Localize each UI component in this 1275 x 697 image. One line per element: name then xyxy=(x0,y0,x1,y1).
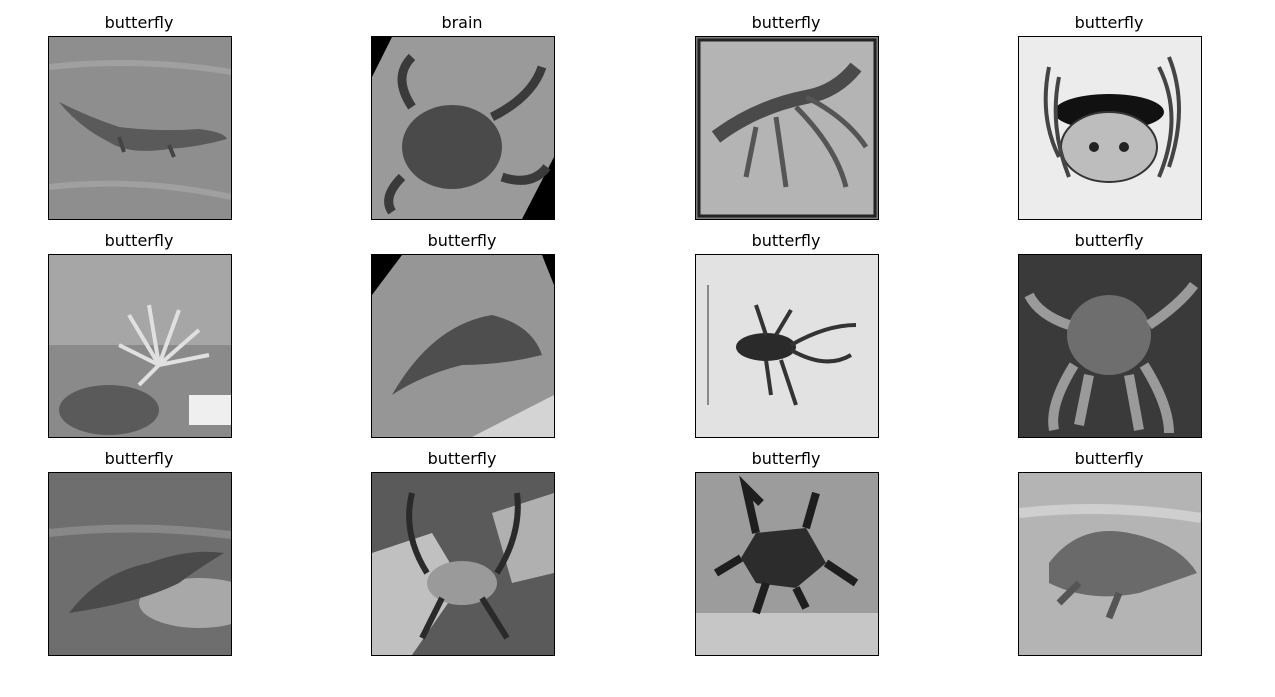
panel-title-9: butterfly xyxy=(104,449,174,468)
image-panel-2 xyxy=(371,36,555,220)
image-panel-4 xyxy=(1018,36,1202,220)
panel-title-1: butterfly xyxy=(104,13,174,32)
panel-title-4: butterfly xyxy=(1074,13,1144,32)
crocodile-on-rock-image xyxy=(49,473,231,655)
sea-anemone-image xyxy=(49,255,231,437)
crab-on-rocks-image xyxy=(372,473,554,655)
image-panel-8 xyxy=(1018,254,1202,438)
crayfish-on-paper-image xyxy=(696,255,878,437)
crab-rotated-image xyxy=(372,37,554,219)
image-panel-9 xyxy=(48,472,232,656)
crocodile-on-sand-image xyxy=(1019,473,1201,655)
crab-dark-background-image xyxy=(1019,255,1201,437)
crocodile-in-water-image xyxy=(49,37,231,219)
image-panel-11 xyxy=(695,472,879,656)
panel-title-12: butterfly xyxy=(1074,449,1144,468)
image-panel-6 xyxy=(371,254,555,438)
panel-title-11: butterfly xyxy=(751,449,821,468)
crab-sketch-image xyxy=(1019,37,1201,219)
panel-title-6: butterfly xyxy=(427,231,497,250)
panel-title-2: brain xyxy=(441,13,483,32)
panel-title-10: butterfly xyxy=(427,449,497,468)
image-panel-1 xyxy=(48,36,232,220)
image-panel-3 xyxy=(695,36,879,220)
panel-title-8: butterfly xyxy=(1074,231,1144,250)
panel-title-7: butterfly xyxy=(751,231,821,250)
image-panel-7 xyxy=(695,254,879,438)
origami-crab-image xyxy=(696,473,878,655)
panel-title-5: butterfly xyxy=(104,231,174,250)
image-panel-5 xyxy=(48,254,232,438)
panel-title-3: butterfly xyxy=(751,13,821,32)
crayfish-in-frame-image xyxy=(696,37,878,219)
animal-on-gravel-rotated-image xyxy=(372,255,554,437)
image-panel-12 xyxy=(1018,472,1202,656)
image-panel-10 xyxy=(371,472,555,656)
